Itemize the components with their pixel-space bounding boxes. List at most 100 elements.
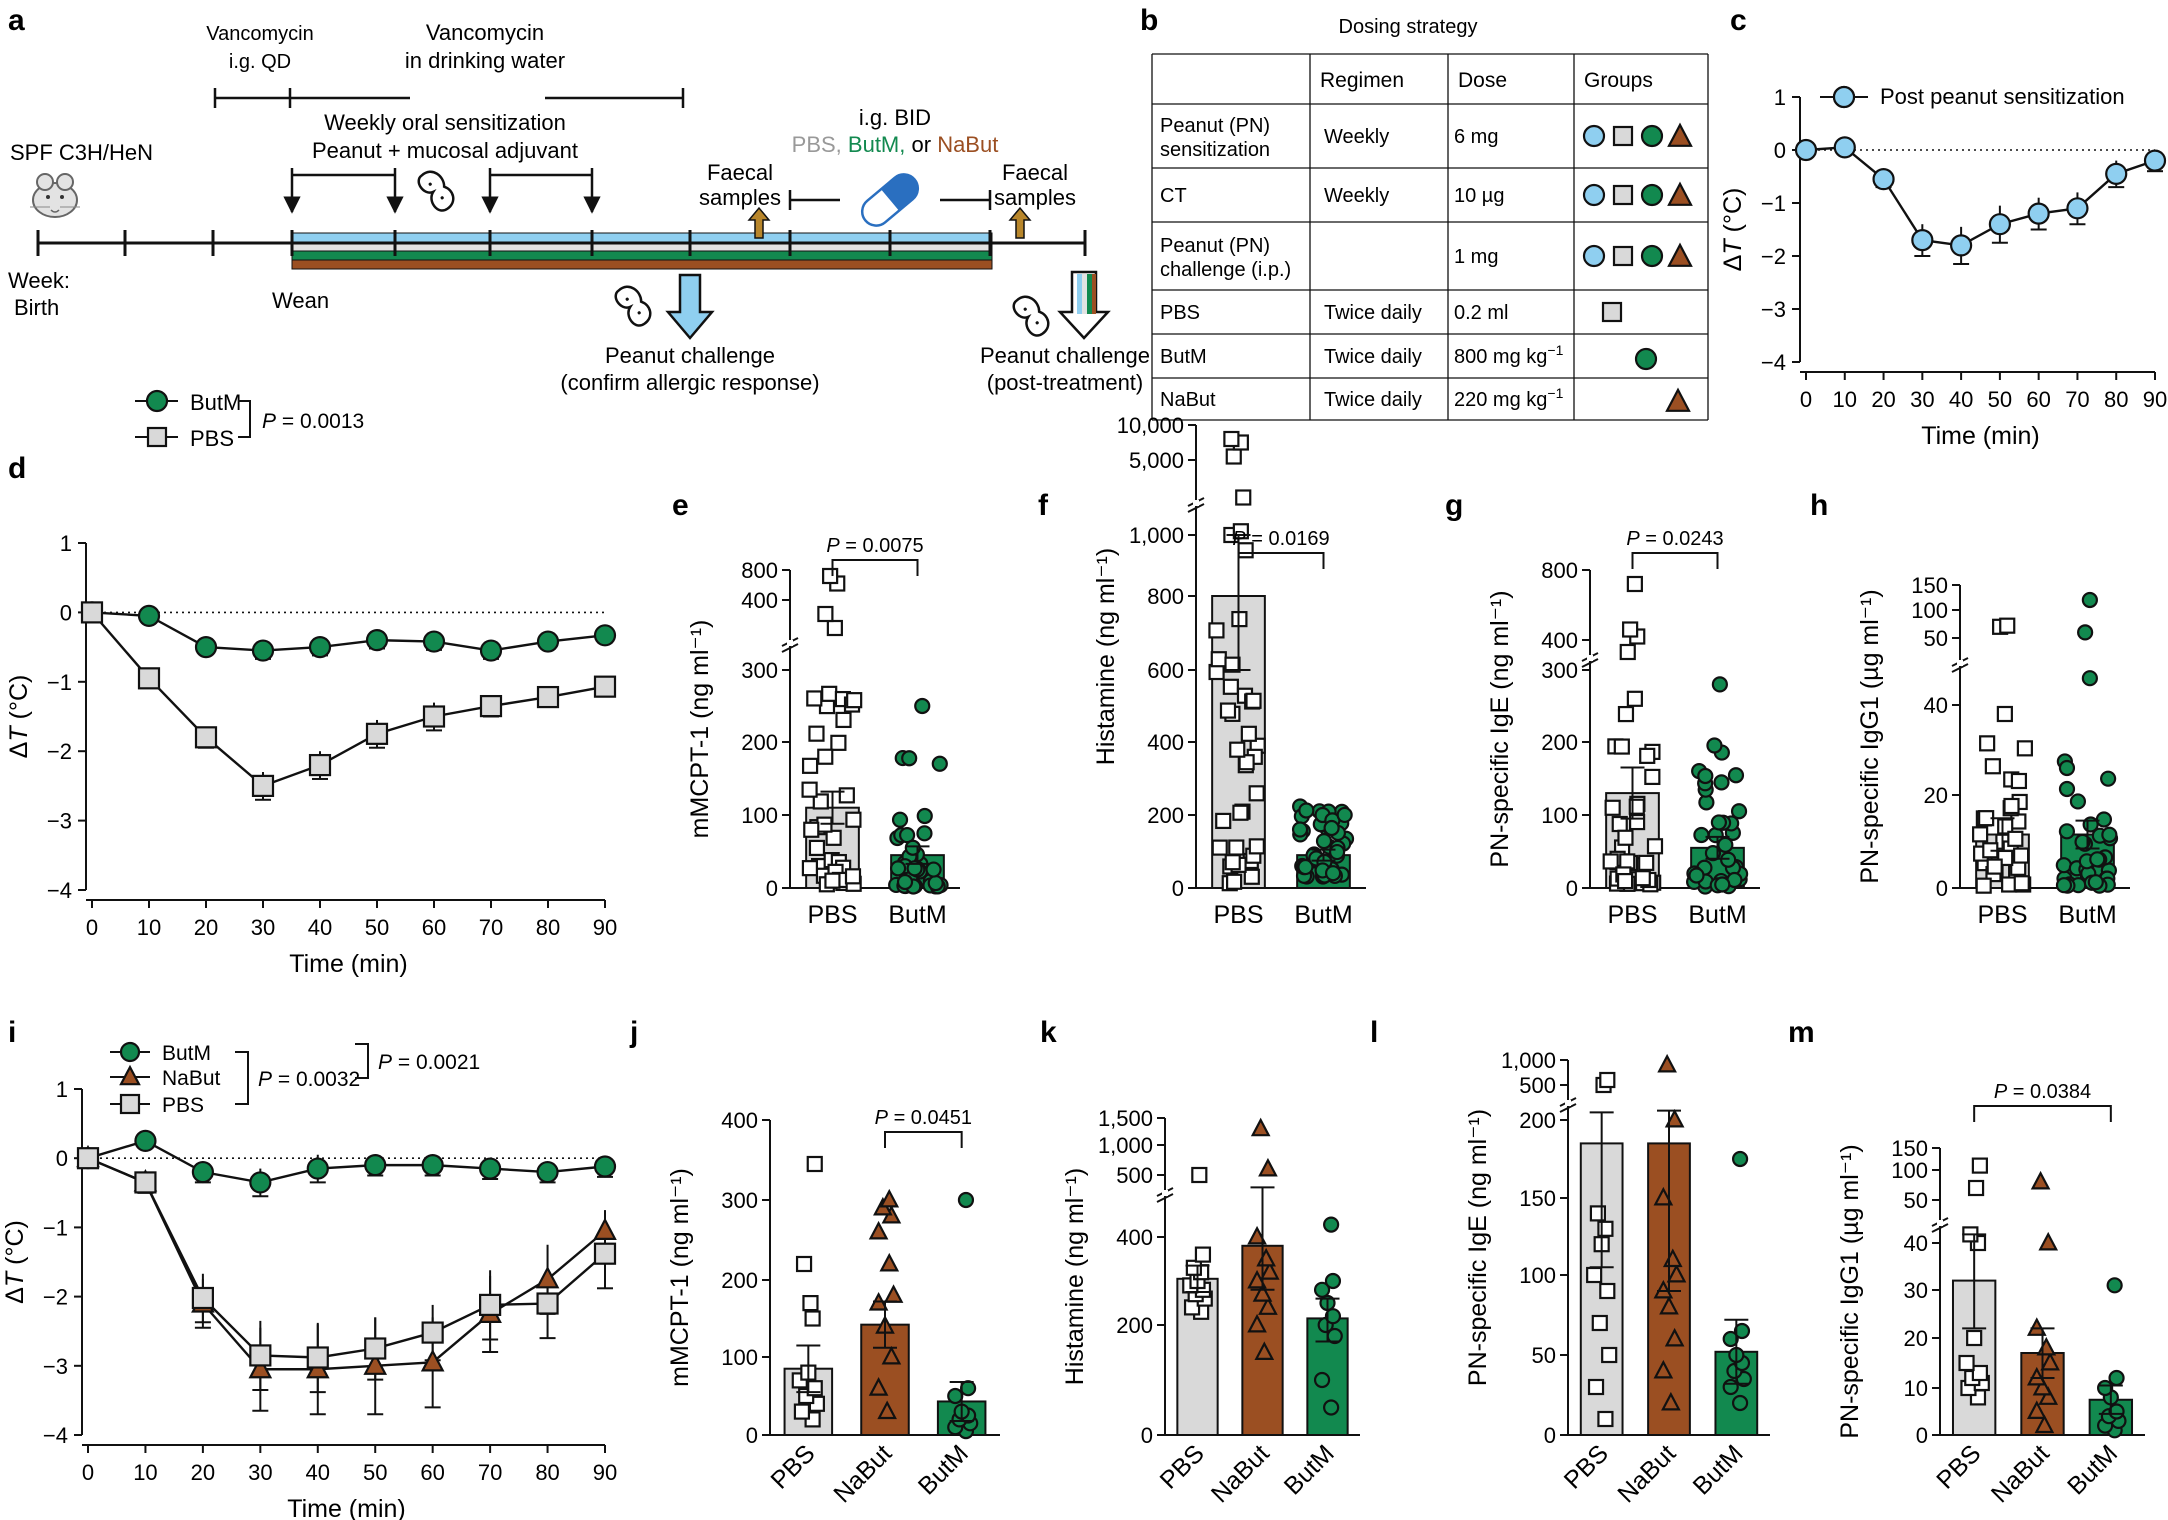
data-point-PBS [1232, 804, 1249, 821]
x-tick-label: 50 [1988, 387, 2012, 412]
data-point-ButM [947, 1387, 964, 1405]
panel-letter-f: f [1038, 489, 1049, 522]
point-ButM [194, 635, 218, 659]
p-number: = 0.0013 [276, 410, 364, 433]
challenge-arrow-icon-2 [1057, 270, 1111, 340]
data-point-PBS [1223, 430, 1240, 448]
data-point-PBS [838, 787, 855, 804]
y-tick-label: 150 [1891, 1136, 1928, 1161]
point-PBS [593, 675, 617, 698]
data-point-ButM [904, 839, 921, 856]
data-point-ButM [1710, 814, 1727, 831]
table-dose: 0.2 ml [1454, 302, 1508, 324]
data-point-PBS [1224, 656, 1241, 673]
y-axis-label-unit: (°C) [1, 1220, 29, 1272]
x-axis-label: Time (min) [289, 950, 408, 978]
point-NaBut [420, 1348, 445, 1372]
data-point-ButM [927, 874, 944, 892]
data-point-NaBut [868, 1220, 889, 1240]
series-line-ButM [87, 1139, 606, 1184]
p-value-label-1: P = 0.0032 [258, 1068, 360, 1091]
x-tick-label: 80 [536, 915, 560, 940]
point-NaBut [593, 1217, 617, 1240]
y-tick-label: 0 [56, 1146, 68, 1171]
data-point-PBS [825, 829, 842, 846]
series-line-ButM [91, 611, 606, 652]
data-point-PBS [821, 685, 838, 702]
data-point-PBS [1599, 1071, 1616, 1089]
axis-break-gap [1587, 655, 1593, 661]
y-tick-label: 100 [721, 1345, 758, 1370]
p-value-label: P = 0.0169 [1232, 528, 1329, 550]
data-point-PBS [1248, 785, 1265, 802]
data-point-ButM [925, 861, 942, 878]
legend-marker-PBS [119, 1093, 141, 1115]
y-tick-label: 10,000 [1117, 413, 1184, 438]
x-tick-label: PBS [1559, 1439, 1614, 1494]
bid-or: or [912, 132, 932, 157]
series-line-Post peanut sensitization [1805, 146, 2156, 247]
y-tick-label: 150 [1519, 1186, 1556, 1211]
y-tick-label: 400 [1541, 628, 1578, 653]
axis-break [1931, 1223, 1949, 1233]
data-point-PBS [1215, 812, 1232, 830]
table-row-name: CT [1160, 185, 1187, 207]
data-point-NaBut [1259, 1261, 1280, 1280]
data-point-PBS [845, 811, 862, 828]
y-tick-label: −3 [43, 1354, 68, 1379]
data-point-NaBut [2040, 1351, 2060, 1371]
p-value-label: P = 0.0451 [875, 1107, 972, 1129]
data-point-NaBut [2026, 1400, 2047, 1419]
point-ButM [421, 1154, 444, 1177]
data-point-ButM [1324, 1308, 1342, 1325]
week-label: Week: [8, 268, 70, 293]
y-tick-label: 300 [741, 658, 778, 683]
data-point-ButM [1323, 819, 1340, 837]
y-tick-label: 0 [1141, 1423, 1153, 1448]
point-PBS [137, 667, 161, 690]
data-point-ButM [916, 807, 933, 825]
data-point-PBS [1619, 853, 1636, 870]
legend-marker-butm [145, 389, 169, 413]
group-ct-icon [1582, 244, 1606, 268]
data-point-NaBut [1661, 1391, 1681, 1411]
y-tick-label: 300 [1541, 658, 1578, 683]
x-tick-label: 0 [82, 1460, 94, 1485]
data-point-NaBut [877, 1400, 897, 1420]
axis-break [781, 643, 799, 653]
x-tick-label: 10 [1833, 387, 1857, 412]
data-point-ButM [2055, 877, 2073, 894]
x-tick-label: 70 [2065, 387, 2089, 412]
data-point-PBS [1224, 854, 1241, 871]
data-point-ButM [1697, 767, 1714, 785]
y-tick-label: 200 [1116, 1313, 1153, 1338]
data-point-PBS [806, 690, 823, 707]
data-point-PBS [1996, 705, 2013, 723]
y-tick-label: 800 [1147, 584, 1184, 609]
data-point-PBS [1225, 448, 1242, 465]
mouse-icon [30, 173, 80, 218]
group-nabut-icon [1665, 387, 1691, 412]
axis-break-gap [1162, 1190, 1168, 1196]
y-tick-label: 200 [1519, 1108, 1556, 1133]
y-tick-label: 0 [1916, 1423, 1928, 1448]
y-tick-label: 30 [1904, 1278, 1928, 1303]
point-ButM [137, 604, 161, 627]
y-axis-label-delta: Δ [1719, 255, 1747, 272]
data-point-ButM [1693, 826, 1710, 844]
legend-label: Post peanut sensitization [1880, 84, 2125, 109]
y-tick-label: 200 [721, 1268, 758, 1293]
challenge1-2: (confirm allergic response) [560, 370, 819, 395]
x-tick-label: 40 [308, 915, 332, 940]
data-point-ButM [2058, 780, 2076, 798]
y-tick-label: 800 [1541, 558, 1578, 583]
significance-bracket [1631, 552, 1719, 569]
y-tick-label: 100 [1911, 598, 1948, 623]
y-tick-label: −3 [1761, 297, 1786, 322]
data-point-PBS [817, 605, 834, 623]
p-number: = 0.0384 [2007, 1081, 2091, 1103]
data-point-ButM [2100, 770, 2117, 787]
data-point-ButM [1717, 836, 1734, 853]
point-NaBut [248, 1355, 273, 1379]
